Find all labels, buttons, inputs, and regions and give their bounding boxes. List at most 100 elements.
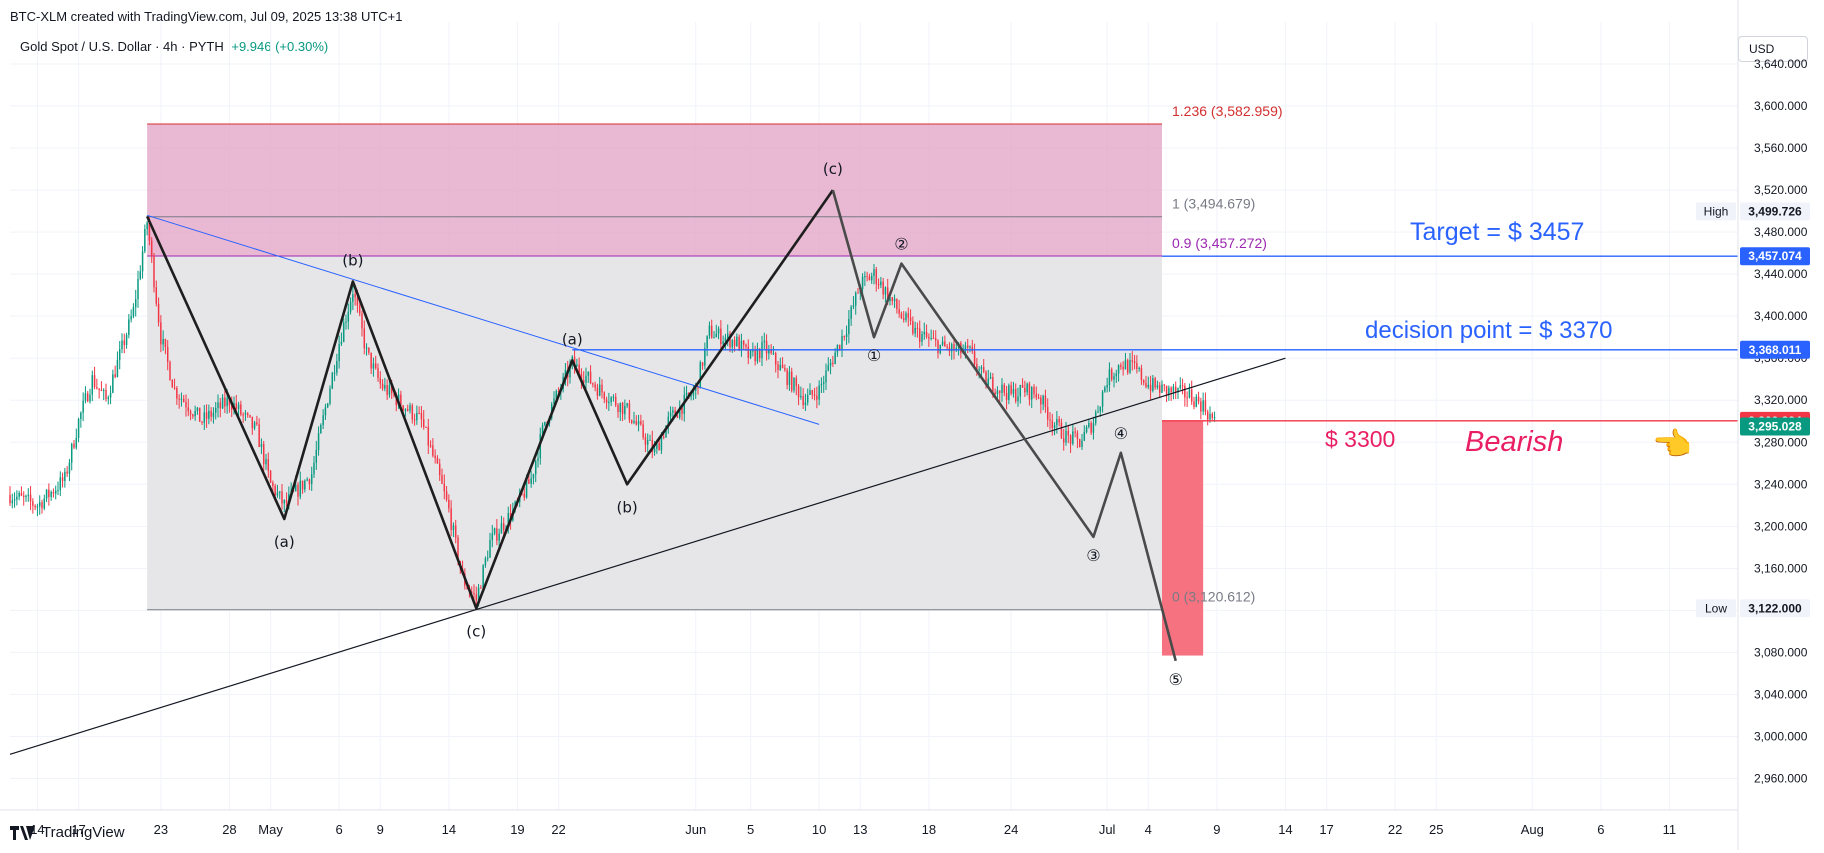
price-label: 3,122.000 — [1748, 601, 1802, 615]
candle-body — [253, 422, 256, 429]
pink-zone — [147, 123, 1163, 257]
candle-body — [482, 565, 484, 589]
candle-body — [914, 327, 916, 334]
candle-body — [1193, 401, 1195, 407]
candle-body — [857, 292, 859, 294]
time-tick-label: 17 — [71, 822, 85, 837]
candle-body — [1179, 385, 1182, 389]
impulse-wave-label: ④ — [1114, 424, 1128, 443]
candle-body — [1195, 396, 1198, 407]
candle-body — [470, 591, 473, 593]
candle-body — [992, 377, 994, 393]
candle-body — [763, 340, 766, 343]
candle-body — [418, 412, 420, 414]
candle-body — [370, 352, 372, 369]
candle-body — [491, 533, 494, 540]
candle-body — [802, 395, 804, 406]
candle-body — [1035, 393, 1038, 398]
candle-body — [797, 386, 800, 398]
candle-body — [525, 479, 528, 498]
candle-body — [582, 380, 585, 383]
candle-body — [624, 405, 626, 415]
candle-body — [1147, 384, 1150, 388]
candle-body — [850, 306, 852, 319]
candle-body — [701, 362, 704, 366]
candle-body — [752, 350, 754, 352]
price-tick-label: 3,520.000 — [1754, 183, 1808, 197]
candle-body — [1154, 378, 1156, 388]
candle-body — [217, 402, 219, 408]
candle-body — [905, 313, 907, 320]
candle-body — [576, 364, 578, 367]
candle-body — [306, 479, 308, 481]
impulse-wave-line — [831, 189, 1177, 662]
candle-body — [432, 445, 434, 456]
candle-body — [1211, 413, 1214, 418]
candle-body — [912, 321, 914, 334]
candle-body — [169, 361, 171, 381]
candle-body — [987, 378, 990, 386]
candle-body — [528, 479, 530, 484]
time-tick-label: 22 — [551, 822, 565, 837]
price-tag-bg — [1696, 599, 1736, 618]
candle-body — [848, 318, 850, 335]
symbol-info[interactable]: Gold Spot / U.S. Dollar · 4h · PYTH +9.9… — [20, 39, 328, 54]
tradingview-logo-icon — [10, 825, 35, 840]
candle-body — [1106, 384, 1108, 388]
time-tick-label: May — [258, 822, 283, 837]
candle-body — [336, 361, 338, 373]
candle-body — [592, 383, 594, 385]
candle-body — [1213, 417, 1216, 419]
candle-body — [25, 495, 27, 497]
candle-body — [221, 397, 224, 409]
support-trend-line — [9, 357, 1286, 755]
candle-body — [196, 407, 199, 411]
candle-body — [436, 458, 439, 464]
candle-body — [235, 403, 238, 410]
target-text: Target = $ 3457 — [1410, 218, 1584, 246]
candle-body — [923, 332, 926, 335]
candle-body — [230, 405, 233, 410]
candle-body — [838, 344, 841, 350]
candle-body — [1056, 419, 1058, 426]
currency-button[interactable]: USD — [1738, 36, 1808, 62]
candle-body — [61, 477, 64, 481]
candle-body — [699, 362, 702, 389]
candle-body — [1062, 438, 1065, 443]
candle-body — [1129, 360, 1131, 373]
tradingview-brand[interactable]: TradingView — [10, 824, 125, 841]
candle-body — [976, 364, 978, 370]
candle-body — [816, 395, 818, 400]
candle-body — [733, 340, 736, 346]
candle-body — [1099, 406, 1102, 412]
candle-body — [288, 493, 290, 503]
candle-body — [1136, 362, 1138, 369]
candle-body — [22, 495, 25, 497]
candle-body — [363, 328, 366, 349]
candle-body — [608, 402, 610, 404]
time-tick-label: 14 — [1278, 822, 1292, 837]
candle-body — [827, 365, 830, 371]
candle-body — [1085, 426, 1088, 432]
candle-body — [240, 404, 242, 415]
candle-body — [320, 424, 322, 434]
candle-body — [1168, 387, 1170, 395]
candle-body — [54, 490, 57, 494]
symbol-title: Gold Spot / U.S. Dollar · 4h · PYTH — [20, 39, 224, 54]
candle-body — [20, 492, 23, 496]
candle-body — [569, 364, 571, 378]
price-tick-label: 3,600.000 — [1754, 99, 1808, 113]
candle-body — [276, 492, 279, 496]
candle-body — [1140, 368, 1143, 381]
candle-body — [530, 478, 532, 484]
candle-body — [1028, 383, 1031, 400]
candle-body — [272, 482, 274, 486]
candle-body — [841, 336, 843, 350]
candle-body — [1104, 387, 1106, 392]
price-tick-label: 2,960.000 — [1754, 771, 1808, 785]
fib-level-label: 1 (3,494.679) — [1172, 196, 1255, 212]
candle-body — [898, 309, 900, 314]
candle-body — [50, 491, 52, 497]
candle-body — [493, 528, 496, 534]
